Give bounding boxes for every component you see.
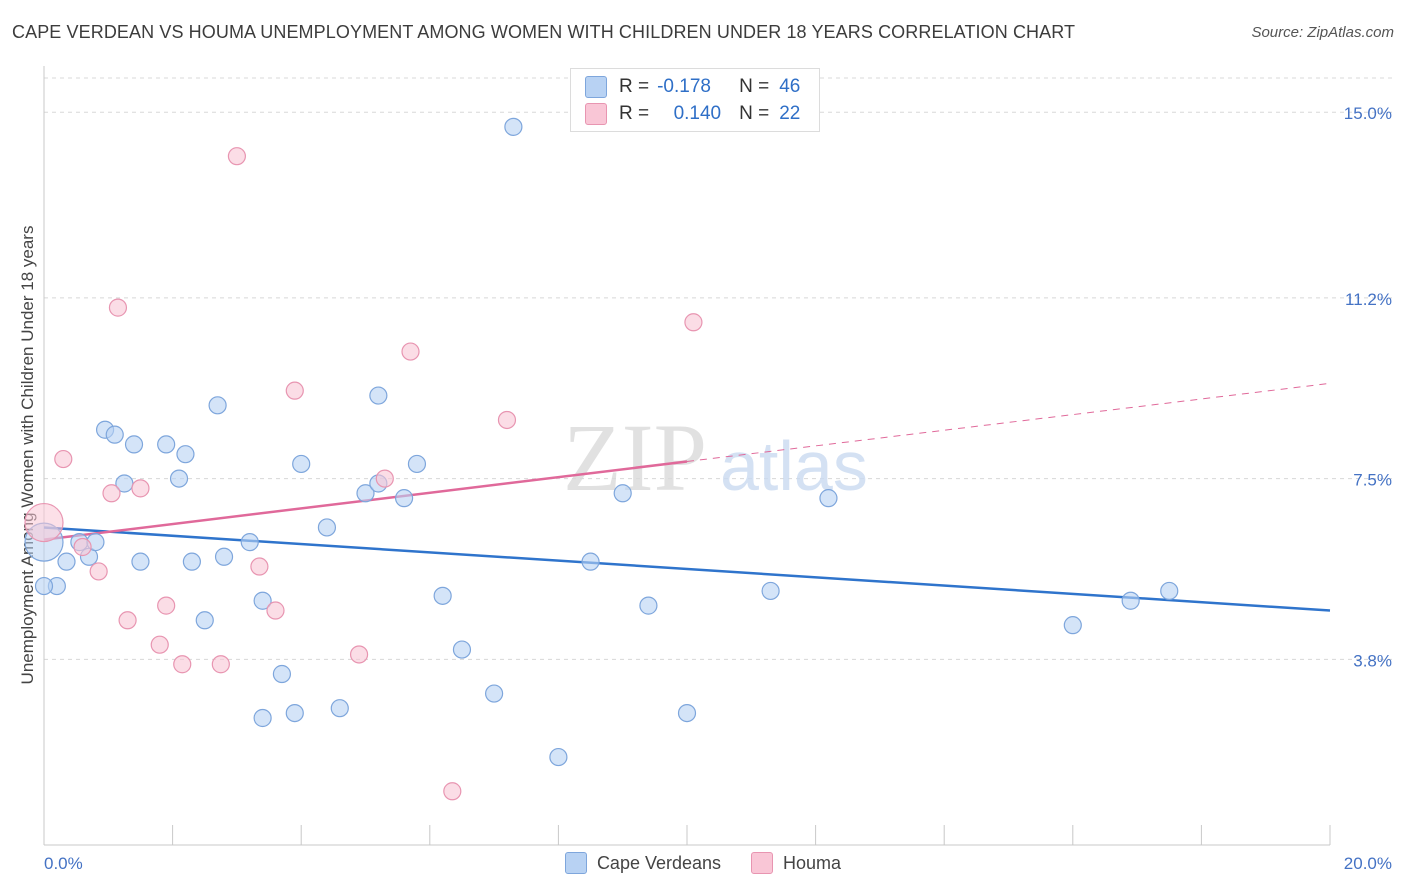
cape-data-point xyxy=(452,640,472,659)
houma-data-point xyxy=(131,479,150,498)
cape-data-point xyxy=(761,581,780,601)
houma-data-point xyxy=(118,611,137,630)
cape-data-point xyxy=(549,747,568,767)
houma-data-point xyxy=(173,655,192,674)
cape-data-point xyxy=(1121,591,1140,610)
n-label: N = xyxy=(739,103,770,124)
houma-data-point xyxy=(102,484,121,503)
x-tick-label: 20.0% xyxy=(1344,854,1392,873)
cape-data-point xyxy=(157,435,176,454)
cape-data-point xyxy=(253,591,272,610)
cape-data-point xyxy=(214,547,234,566)
houma-data-point xyxy=(443,782,462,801)
stats-row-houma: R = 0.140 N = 22 xyxy=(585,100,800,128)
houma-data-point xyxy=(157,596,176,615)
cape-data-point xyxy=(317,518,337,537)
cape-data-point xyxy=(485,684,504,703)
houma-trend-line-projection xyxy=(686,382,1331,462)
cape-data-point xyxy=(394,489,414,508)
cape-data-point xyxy=(285,703,304,723)
y-tick-label: 15.0% xyxy=(1344,104,1392,123)
cape-data-point xyxy=(581,552,600,571)
cape-data-point xyxy=(1063,616,1082,635)
watermark-atlas: atlas xyxy=(720,427,868,505)
cape-data-point xyxy=(124,435,144,454)
houma-data-point xyxy=(108,298,128,317)
legend-item-houma[interactable]: Houma xyxy=(751,852,841,874)
r-value: 0.140 xyxy=(673,103,722,124)
cape-data-point xyxy=(176,445,195,464)
stats-row-cape: R = -0.178 N = 46 xyxy=(585,73,800,101)
cape-data-point xyxy=(677,703,697,723)
tick-label-layer: 3.8% 7.5% 11.2% 15.0% 0.0% 20.0% xyxy=(44,104,1392,873)
cape-data-point xyxy=(195,611,214,630)
y-tick-label: 3.8% xyxy=(1353,651,1392,670)
houma-data-point xyxy=(24,502,64,543)
legend-label-houma: Houma xyxy=(783,852,842,873)
houma-data-point xyxy=(89,562,108,581)
cape-data-point xyxy=(208,396,227,415)
houma-data-point xyxy=(266,601,285,620)
cape-data-point xyxy=(34,576,54,596)
watermark: ZIP atlas xyxy=(563,404,868,511)
cape-data-point xyxy=(356,484,375,503)
cape-data-point xyxy=(240,533,259,552)
houma-data-point xyxy=(250,557,269,576)
y-tick-label: 7.5% xyxy=(1353,471,1392,490)
houma-data-point xyxy=(401,342,420,361)
cape-data-point xyxy=(639,596,658,615)
legend-item-cape[interactable]: Cape Verdeans xyxy=(564,852,722,874)
cape-data-point xyxy=(253,708,272,728)
cape-data-point xyxy=(369,386,388,405)
cape-data-point xyxy=(292,454,311,474)
cape-data-point xyxy=(182,552,201,571)
n-value: 22 xyxy=(779,103,801,124)
x-tick-label: 0.0% xyxy=(44,854,83,873)
houma-data-point xyxy=(285,381,304,400)
houma-swatch-icon xyxy=(751,852,774,874)
stats-legend: R = -0.178 N = 46 R = 0.140 N = 22 xyxy=(570,68,820,132)
points-layer xyxy=(24,117,1179,801)
cape-data-point xyxy=(131,552,150,571)
houma-data-point xyxy=(349,645,369,664)
houma-data-point xyxy=(375,469,394,488)
houma-data-point xyxy=(211,655,230,674)
cape-data-point xyxy=(433,586,452,605)
cape-data-point xyxy=(819,489,838,508)
cape-data-point xyxy=(330,699,349,718)
source-label: Source: ZipAtlas.com xyxy=(1251,24,1394,41)
houma-data-point xyxy=(497,410,517,430)
houma-data-point xyxy=(227,147,246,166)
legend-label-cape: Cape Verdeans xyxy=(596,852,722,873)
cape-data-point xyxy=(272,664,292,684)
cape-swatch-icon xyxy=(585,76,607,98)
houma-data-point xyxy=(73,537,92,557)
cape-data-point xyxy=(169,469,189,488)
n-label: N = xyxy=(739,76,770,97)
chart-title: CAPE VERDEAN VS HOUMA UNEMPLOYMENT AMONG… xyxy=(12,22,1076,42)
cape-data-point xyxy=(1160,581,1179,601)
axes-layer xyxy=(43,66,1331,846)
houma-data-point xyxy=(684,313,703,332)
houma-data-point xyxy=(150,635,169,654)
houma-data-point xyxy=(54,449,73,469)
cape-data-point xyxy=(504,117,523,136)
cape-data-point xyxy=(57,552,76,571)
cape-data-point xyxy=(105,425,124,444)
cape-swatch-icon xyxy=(564,852,587,874)
cape-data-point xyxy=(613,484,632,503)
r-label: R = xyxy=(619,76,650,97)
r-value: -0.178 xyxy=(657,76,711,97)
y-tick-label: 11.2% xyxy=(1345,290,1392,309)
r-label: R = xyxy=(619,103,650,124)
houma-swatch-icon xyxy=(585,103,607,125)
cape-data-point xyxy=(407,454,427,474)
watermark-zip: ZIP xyxy=(563,404,707,511)
n-value: 46 xyxy=(779,76,801,97)
bottom-legend: Cape Verdeans Houma xyxy=(0,852,1406,874)
